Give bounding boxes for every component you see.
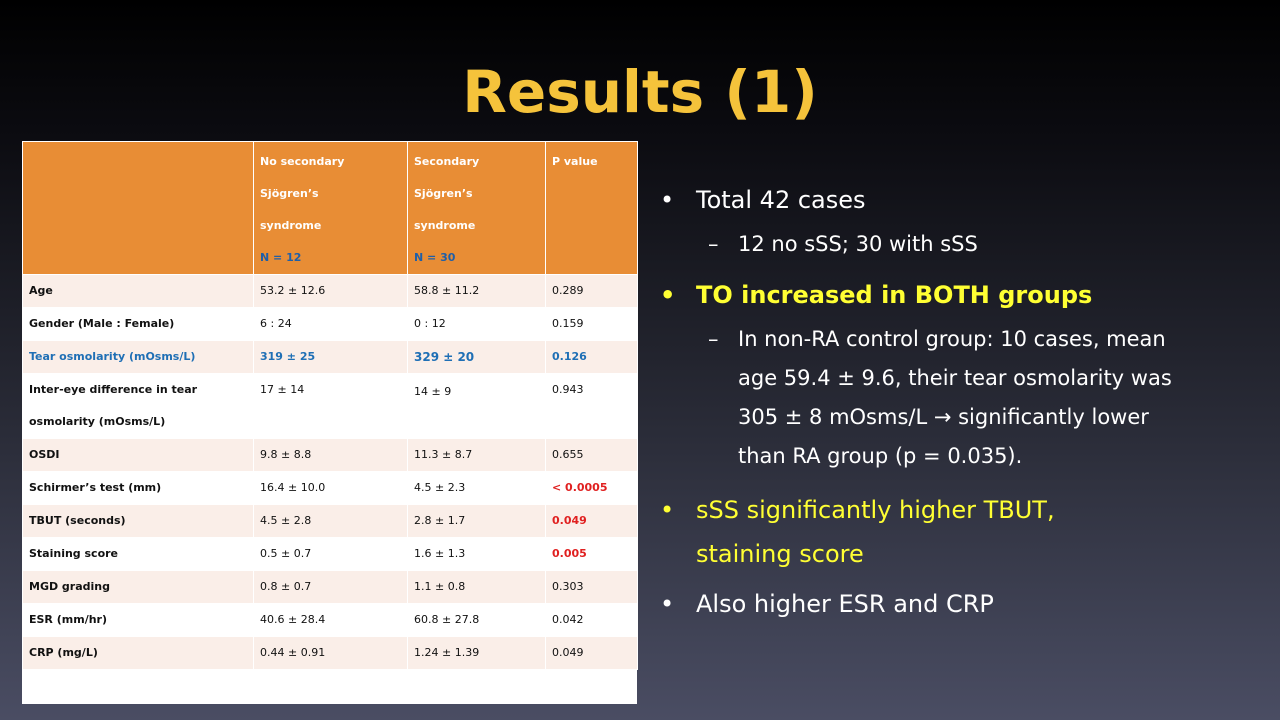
table-row: Staining score 0.5 ± 0.7 1.6 ± 1.3 0.005	[22, 537, 638, 571]
row-label: Inter-eye difference in tear osmolarity …	[22, 373, 254, 439]
sub-bullet-groups-text: 12 no sSS; 30 with sSS	[738, 232, 978, 256]
row-p-value: 0.655	[545, 438, 638, 472]
header-sss: Secondary Sjögren’s syndrome N = 30	[407, 141, 546, 275]
row-value-no-sss: 17 ± 14	[253, 373, 408, 439]
sub-bullet-groups: –12 no sSS; 30 with sSS	[660, 225, 1260, 264]
table-header-row: No secondary Sjögren’s syndrome N = 12 S…	[22, 141, 638, 275]
row-label: MGD grading	[22, 570, 254, 604]
table-row: Age 53.2 ± 12.6 58.8 ± 11.2 0.289	[22, 274, 638, 308]
row-p-value: 0.303	[545, 570, 638, 604]
row-p-value: 0.049	[545, 504, 638, 538]
bullet-esr-crp: Also higher ESR and CRP	[660, 582, 1260, 626]
row-value-sss: 1.6 ± 1.3	[407, 537, 546, 571]
row-label: Schirmer’s test (mm)	[22, 471, 254, 505]
header-empty-cell	[22, 141, 254, 275]
row-value-sss: 4.5 ± 2.3	[407, 471, 546, 505]
bullet-sss-higher: sSS significantly higher TBUT, staining …	[660, 488, 1260, 576]
row-value-no-sss: 4.5 ± 2.8	[253, 504, 408, 538]
slide-title: Results (1)	[462, 58, 818, 126]
row-value-sss: 58.8 ± 11.2	[407, 274, 546, 308]
row-value-no-sss: 9.8 ± 8.8	[253, 438, 408, 472]
table-row: TBUT (seconds) 4.5 ± 2.8 2.8 ± 1.7 0.049	[22, 504, 638, 538]
row-p-value: 0.049	[545, 636, 638, 670]
row-label: Tear osmolarity (mOsms/L)	[22, 340, 254, 374]
row-value-sss: 1.1 ± 0.8	[407, 570, 546, 604]
header-sss-n: N = 30	[414, 251, 456, 264]
header-sss-line1: Secondary Sjögren’s	[414, 155, 480, 200]
bullet-total-cases: Total 42 cases	[660, 178, 1260, 222]
bullet-list: Total 42 cases –12 no sSS; 30 with sSS T…	[660, 178, 1260, 626]
table-row: OSDI 9.8 ± 8.8 11.3 ± 8.7 0.655	[22, 438, 638, 472]
row-value-no-sss: 319 ± 25	[253, 340, 408, 374]
row-label: OSDI	[22, 438, 254, 472]
table-row: MGD grading 0.8 ± 0.7 1.1 ± 0.8 0.303	[22, 570, 638, 604]
row-p-value: 0.042	[545, 603, 638, 637]
row-value-no-sss: 0.5 ± 0.7	[253, 537, 408, 571]
row-value-no-sss: 53.2 ± 12.6	[253, 274, 408, 308]
table-row: CRP (mg/L) 0.44 ± 0.91 1.24 ± 1.39 0.049	[22, 636, 638, 670]
row-label: ESR (mm/hr)	[22, 603, 254, 637]
dash-marker: –	[708, 327, 719, 351]
header-sss-line2: syndrome	[414, 219, 476, 232]
bullet-to-increased: TO increased in BOTH groups	[660, 273, 1260, 317]
row-value-no-sss: 0.44 ± 0.91	[253, 636, 408, 670]
row-p-value: 0.126	[545, 340, 638, 374]
row-value-sss: 2.8 ± 1.7	[407, 504, 546, 538]
row-label: Age	[22, 274, 254, 308]
table-row: Inter-eye difference in tear osmolarity …	[22, 373, 638, 439]
header-no-sss-line2: syndrome	[260, 219, 322, 232]
header-no-sss: No secondary Sjögren’s syndrome N = 12	[253, 141, 408, 275]
results-table: No secondary Sjögren’s syndrome N = 12 S…	[22, 141, 638, 704]
row-p-value: < 0.0005	[545, 471, 638, 505]
row-label: Gender (Male : Female)	[22, 307, 254, 341]
row-value-no-sss: 0.8 ± 0.7	[253, 570, 408, 604]
header-p-value: P value	[545, 141, 638, 275]
row-value-sss: 0 : 12	[407, 307, 546, 341]
sub-bullet-control-group: – In non-RA control group: 10 cases, mean…	[660, 320, 1260, 476]
row-p-value: 0.943	[545, 373, 638, 439]
row-value-no-sss: 16.4 ± 10.0	[253, 471, 408, 505]
table-row: Schirmer’s test (mm) 16.4 ± 10.0 4.5 ± 2…	[22, 471, 638, 505]
sub-bullet-control-group-text: In non-RA control group: 10 cases, mean …	[738, 327, 1172, 468]
table-row: Gender (Male : Female) 6 : 24 0 : 12 0.1…	[22, 307, 638, 341]
row-p-value: 0.159	[545, 307, 638, 341]
row-value-no-sss: 40.6 ± 28.4	[253, 603, 408, 637]
header-no-sss-n: N = 12	[260, 251, 302, 264]
row-label: Staining score	[22, 537, 254, 571]
table-row: Tear osmolarity (mOsms/L) 319 ± 25 329 ±…	[22, 340, 638, 374]
row-p-value: 0.289	[545, 274, 638, 308]
dash-marker: –	[708, 232, 719, 256]
table-row: ESR (mm/hr) 40.6 ± 28.4 60.8 ± 27.8 0.04…	[22, 603, 638, 637]
row-value-sss: 14 ± 9	[407, 373, 546, 439]
row-value-sss: 11.3 ± 8.7	[407, 438, 546, 472]
row-value-no-sss: 6 : 24	[253, 307, 408, 341]
row-p-value: 0.005	[545, 537, 638, 571]
row-label: TBUT (seconds)	[22, 504, 254, 538]
row-label: CRP (mg/L)	[22, 636, 254, 670]
row-value-sss: 1.24 ± 1.39	[407, 636, 546, 670]
row-value-sss: 60.8 ± 27.8	[407, 603, 546, 637]
row-value-sss: 329 ± 20	[407, 340, 546, 374]
header-no-sss-line1: No secondary Sjögren’s	[260, 155, 345, 200]
